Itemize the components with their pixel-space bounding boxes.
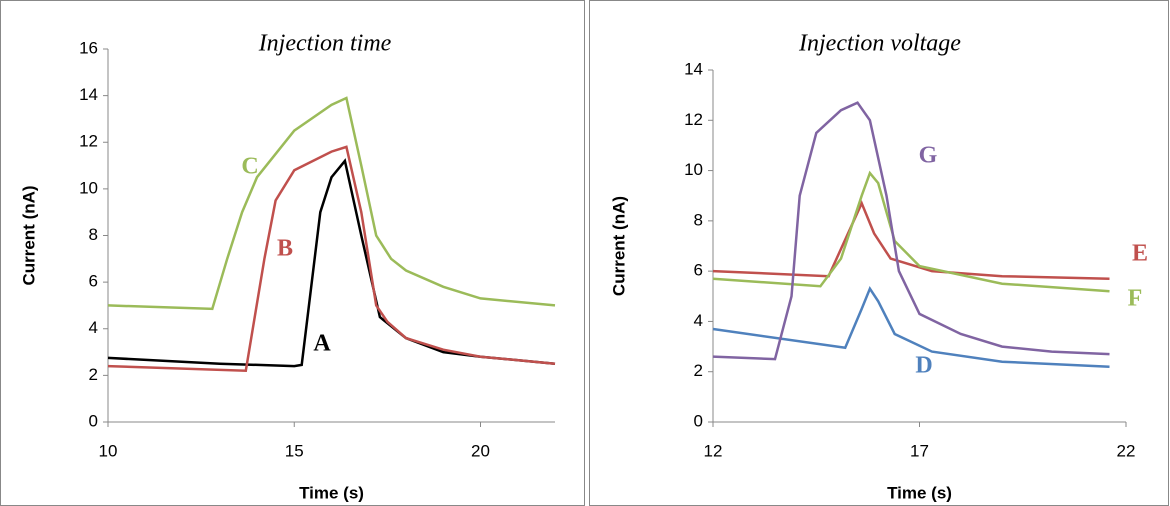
y-tick-label: 10 (79, 178, 98, 197)
y-tick-label: 14 (79, 85, 98, 104)
x-tick-label: 15 (285, 441, 304, 460)
x-tick-label: 17 (910, 441, 929, 460)
series-line (107, 96, 556, 311)
series-line (107, 158, 556, 368)
y-tick-label: 2 (694, 361, 703, 380)
y-tick-label: 2 (89, 365, 98, 384)
series-label: F (1128, 286, 1143, 312)
y-tick-label: 0 (89, 411, 98, 430)
series-line (712, 170, 1110, 293)
x-tick-label: 10 (99, 441, 118, 460)
series-line (712, 286, 1110, 368)
chart-title: Injection voltage (798, 31, 961, 57)
y-tick-label: 0 (694, 411, 703, 430)
y-tick-label: 4 (694, 311, 703, 330)
y-tick-label: 6 (89, 272, 98, 291)
y-tick-label: 8 (694, 210, 703, 229)
x-tick-label: 22 (1117, 441, 1136, 460)
x-tick-label: 20 (471, 441, 490, 460)
panel-frame (589, 0, 1169, 506)
y-tick-label: 4 (89, 318, 98, 337)
y-tick-label: 12 (79, 132, 98, 151)
series-label: D (915, 353, 932, 379)
x-axis-title: Time (s) (887, 483, 952, 502)
y-tick-label: 16 (79, 38, 98, 57)
y-tick-label: 10 (684, 160, 703, 179)
y-tick-label: 14 (684, 59, 703, 78)
series-line (107, 145, 556, 372)
series-label: C (241, 154, 258, 180)
series-line (712, 101, 1110, 361)
series-label: B (277, 236, 293, 262)
y-tick-label: 6 (694, 261, 703, 280)
series-label: A (313, 331, 331, 357)
y-tick-label: 8 (89, 225, 98, 244)
series-label: G (919, 143, 938, 169)
y-tick-label: 12 (684, 110, 703, 129)
y-axis-title: Current (nA) (19, 185, 38, 285)
x-tick-label: 12 (704, 441, 723, 460)
x-axis-title: Time (s) (299, 483, 364, 502)
series-label: E (1132, 241, 1148, 267)
series-line (712, 200, 1110, 280)
y-axis-title: Current (nA) (609, 196, 628, 296)
chart-title: Injection time (258, 31, 392, 57)
